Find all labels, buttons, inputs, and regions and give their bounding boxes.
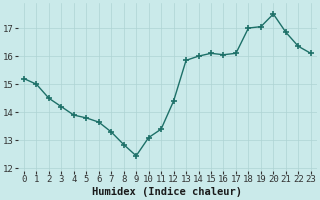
X-axis label: Humidex (Indice chaleur): Humidex (Indice chaleur) [92, 187, 242, 197]
